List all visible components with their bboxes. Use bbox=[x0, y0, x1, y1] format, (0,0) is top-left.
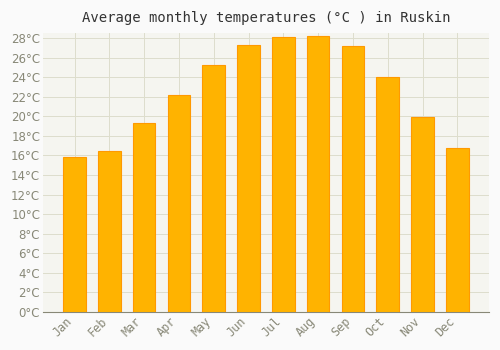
Bar bbox=[307, 36, 330, 312]
Bar bbox=[446, 148, 468, 312]
Bar bbox=[98, 150, 120, 312]
Bar bbox=[133, 123, 156, 312]
Bar bbox=[202, 64, 225, 312]
Bar bbox=[237, 45, 260, 312]
Title: Average monthly temperatures (°C ) in Ruskin: Average monthly temperatures (°C ) in Ru… bbox=[82, 11, 450, 25]
Bar bbox=[64, 158, 86, 312]
Bar bbox=[411, 117, 434, 312]
Bar bbox=[376, 77, 399, 312]
Bar bbox=[168, 95, 190, 312]
Bar bbox=[272, 37, 294, 312]
Bar bbox=[342, 46, 364, 312]
